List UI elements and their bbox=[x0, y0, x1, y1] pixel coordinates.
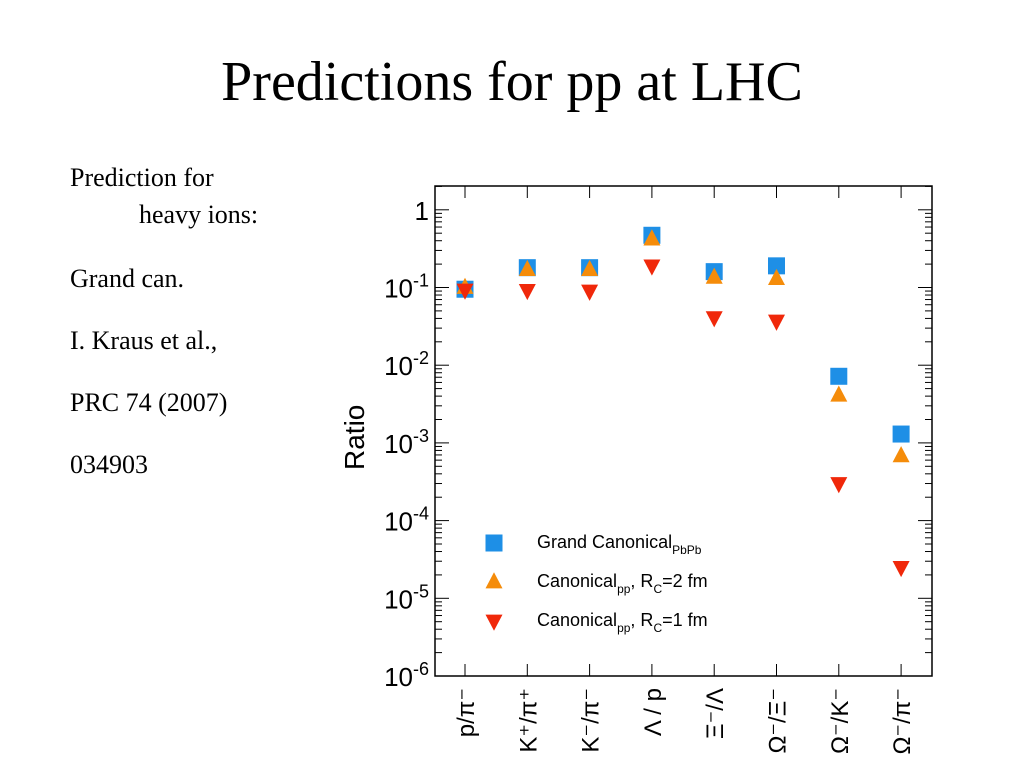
note-line-1: Prediction for bbox=[70, 163, 214, 192]
y-tick-label: 10-6 bbox=[384, 659, 429, 692]
note-line-6: 034903 bbox=[70, 450, 148, 479]
note-line-2: heavy ions: bbox=[139, 200, 259, 229]
x-tick-label: Ω⁻/K⁻ bbox=[827, 688, 854, 754]
legend-label: Canonicalpp, RC=2 fm bbox=[537, 571, 708, 596]
note-line-4: I. Kraus et al., bbox=[70, 326, 218, 355]
x-tick-label: K⁺/π⁺ bbox=[515, 688, 542, 753]
data-point bbox=[892, 446, 910, 463]
data-point bbox=[830, 367, 848, 385]
data-point bbox=[643, 259, 661, 276]
data-point bbox=[643, 229, 661, 246]
data-point bbox=[892, 425, 910, 443]
data-point bbox=[518, 259, 536, 276]
data-point bbox=[518, 283, 536, 301]
data-point bbox=[581, 259, 599, 276]
y-tick-label: 10-2 bbox=[384, 348, 429, 381]
data-point bbox=[830, 477, 848, 494]
legend-label: Canonicalpp, RC=1 fm bbox=[537, 610, 708, 635]
note-line-3: Grand can. bbox=[70, 264, 185, 293]
x-tick-label: p/π⁻ bbox=[453, 688, 480, 737]
y-tick-label: 10-4 bbox=[384, 504, 429, 537]
data-point bbox=[705, 311, 723, 328]
data-point bbox=[768, 257, 785, 275]
data-point bbox=[892, 561, 910, 578]
y-tick-label: 10-5 bbox=[384, 581, 429, 614]
legend-label: Grand CanonicalPbPb bbox=[537, 532, 702, 557]
y-tick-label: 10-3 bbox=[384, 426, 429, 459]
legend-marker bbox=[485, 614, 503, 631]
x-tick-label: K⁻/π⁻ bbox=[578, 688, 605, 753]
note-line-5: PRC 74 (2007) bbox=[70, 388, 228, 417]
data-point bbox=[830, 385, 848, 402]
data-point bbox=[768, 314, 785, 331]
x-tick-label: Ξ⁻/Λ bbox=[702, 688, 729, 739]
x-tick-label: Λ / p bbox=[640, 688, 667, 736]
plot-frame bbox=[434, 185, 933, 677]
y-tick-label: 10-1 bbox=[384, 271, 429, 304]
data-point bbox=[456, 283, 474, 300]
data-point bbox=[705, 267, 723, 284]
legend-marker bbox=[485, 572, 503, 589]
data-point bbox=[581, 284, 599, 301]
y-axis-title: Ratio bbox=[339, 405, 370, 470]
y-tick-label: 1 bbox=[415, 196, 429, 226]
data-point bbox=[768, 268, 785, 286]
slide-title: Predictions for pp at LHC bbox=[221, 51, 803, 113]
legend-marker bbox=[485, 534, 503, 552]
x-tick-label: Ω⁻/π⁻ bbox=[889, 688, 916, 755]
x-tick-label: Ω⁻/Ξ⁻ bbox=[765, 688, 792, 754]
